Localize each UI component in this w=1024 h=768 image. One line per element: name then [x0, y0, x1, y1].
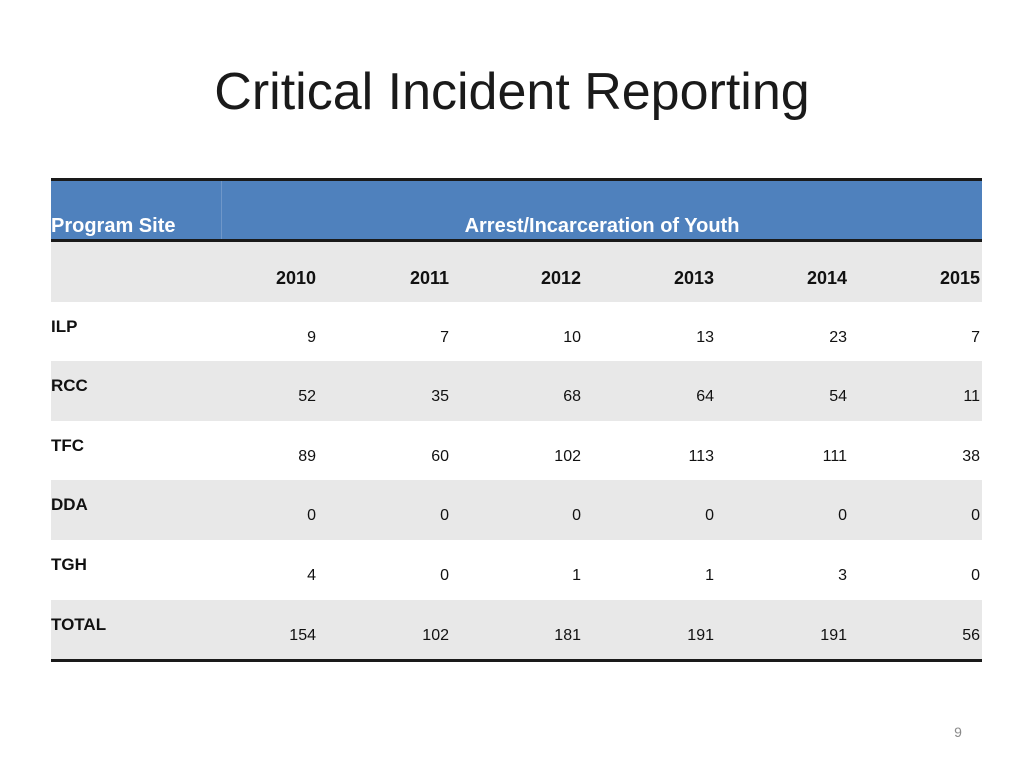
- table-cell: 0: [307, 507, 316, 525]
- slide-title: Critical Incident Reporting: [214, 63, 810, 121]
- table-cell: 60: [431, 447, 449, 465]
- table-cell: 52: [298, 388, 316, 406]
- table-cell: 181: [554, 626, 581, 644]
- incident-table: Program Site Arrest/Incarceration of You…: [51, 178, 982, 663]
- header-program-site: Program Site: [51, 215, 176, 237]
- header-group-label: Arrest/Incarceration of Youth: [464, 215, 740, 237]
- table-row-tfc: TFC 89 60 102 113 111 38: [51, 421, 982, 481]
- table-cell: 4: [307, 566, 316, 584]
- year-2011: 2011: [409, 268, 449, 288]
- table-row-ilp: ILP 9 7 10 13 23 7: [51, 302, 982, 362]
- table-cell: 113: [688, 447, 714, 465]
- table-cell: 102: [422, 626, 449, 644]
- table-cell: 191: [820, 626, 847, 644]
- table-cell: 11: [963, 388, 980, 406]
- table-cell: 111: [822, 447, 847, 465]
- table-row-rcc: RCC 52 35 68 64 54 11: [51, 361, 982, 421]
- year-2015: 2015: [939, 268, 980, 288]
- row-label: ILP: [51, 316, 78, 336]
- table-cell: 56: [962, 626, 980, 644]
- table-cell: 54: [829, 388, 847, 406]
- year-2014: 2014: [806, 268, 847, 288]
- table-header: Program Site Arrest/Incarceration of You…: [51, 178, 982, 242]
- table-cell: 35: [431, 388, 449, 406]
- table-cell: 0: [440, 566, 449, 584]
- table-row-total: TOTAL 154 102 181 191 191 56: [51, 599, 982, 663]
- table-cell: 0: [705, 507, 714, 525]
- table-cell: 0: [971, 566, 980, 584]
- table-cell: 0: [838, 507, 847, 525]
- year-header-row: 2010 2011 2012 2013 2014 2015: [51, 242, 982, 302]
- year-2012: 2012: [540, 268, 581, 288]
- table-cell: 9: [307, 328, 316, 346]
- table-cell: 0: [572, 507, 581, 525]
- row-label: DDA: [51, 495, 88, 515]
- header-divider: [221, 181, 222, 239]
- table-cell: 38: [962, 447, 980, 465]
- table-cell: 23: [829, 328, 847, 346]
- table-cell: 191: [687, 626, 714, 644]
- table-cell: 3: [838, 566, 847, 584]
- row-label: TGH: [51, 554, 87, 574]
- table-row-dda: DDA 0 0 0 0 0 0: [51, 480, 982, 540]
- table-cell: 7: [971, 328, 980, 346]
- row-label: TOTAL: [51, 614, 107, 634]
- table-cell: 68: [563, 388, 581, 406]
- table-cell: 1: [572, 566, 581, 584]
- table-cell: 10: [563, 328, 581, 346]
- year-2013: 2013: [673, 268, 714, 288]
- table-cell: 102: [554, 447, 581, 465]
- table-cell: 0: [440, 507, 449, 525]
- table-cell: 1: [705, 566, 714, 584]
- year-2010: 2010: [275, 268, 316, 288]
- table-cell: 154: [289, 626, 316, 644]
- page-number: 9: [954, 724, 962, 740]
- table-cell: 89: [298, 447, 316, 465]
- row-label: RCC: [51, 376, 88, 396]
- table-cell: 13: [696, 328, 714, 346]
- table-cell: 0: [971, 507, 980, 525]
- table-row-tgh: TGH 4 0 1 1 3 0: [51, 540, 982, 600]
- table-cell: 64: [696, 388, 714, 406]
- row-label: TFC: [51, 435, 85, 455]
- table-cell: 7: [440, 328, 449, 346]
